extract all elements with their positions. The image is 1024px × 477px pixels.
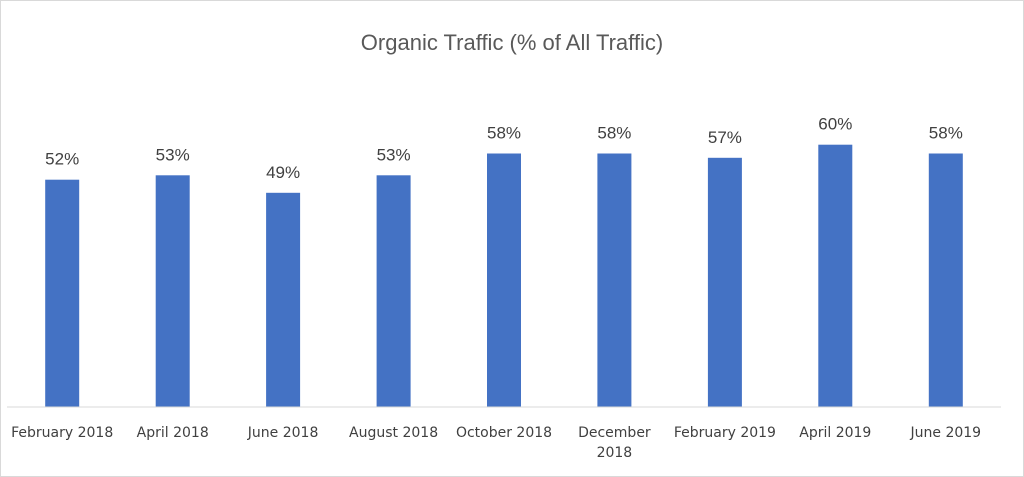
category-label-1: February 2018 [11,425,113,441]
bar-6 [597,153,632,407]
category-label-8: April 2019 [799,425,871,441]
chart-title: Organic Traffic (% of All Traffic) [361,30,663,55]
bar-5 [487,153,521,407]
data-label-1: 52% [45,150,79,169]
category-label-7: February 2019 [674,425,776,441]
category-label-3: June 2018 [247,425,319,441]
bar-3 [266,192,301,407]
data-label-4: 53% [377,145,411,164]
data-label-3: 49% [266,163,300,182]
data-label-8: 60% [818,115,852,134]
bar-8 [818,144,853,407]
data-label-9: 58% [929,124,963,143]
category-label-2: April 2018 [137,425,209,441]
bar-4 [376,175,411,407]
category-labels-group: February 2018 April 2018 June 2018 August 2… [11,425,981,461]
data-label-6: 58% [597,124,631,143]
category-label-9: June 2019 [910,425,982,441]
data-label-5: 58% [487,124,521,143]
category-label-6: December 2018 [578,425,651,461]
bars-group [45,144,963,407]
category-label-5: October 2018 [456,425,552,441]
data-label-7: 57% [708,128,742,147]
bar-1 [45,179,80,407]
category-label-4: August 2018 [349,425,438,441]
data-labels-group: 52% 53% 49% 53% 58% 58% 57% 60% 58% [45,115,963,182]
bar-7 [707,157,742,407]
data-label-2: 53% [156,145,190,164]
bar-2 [155,175,190,407]
bar-9 [928,153,963,407]
